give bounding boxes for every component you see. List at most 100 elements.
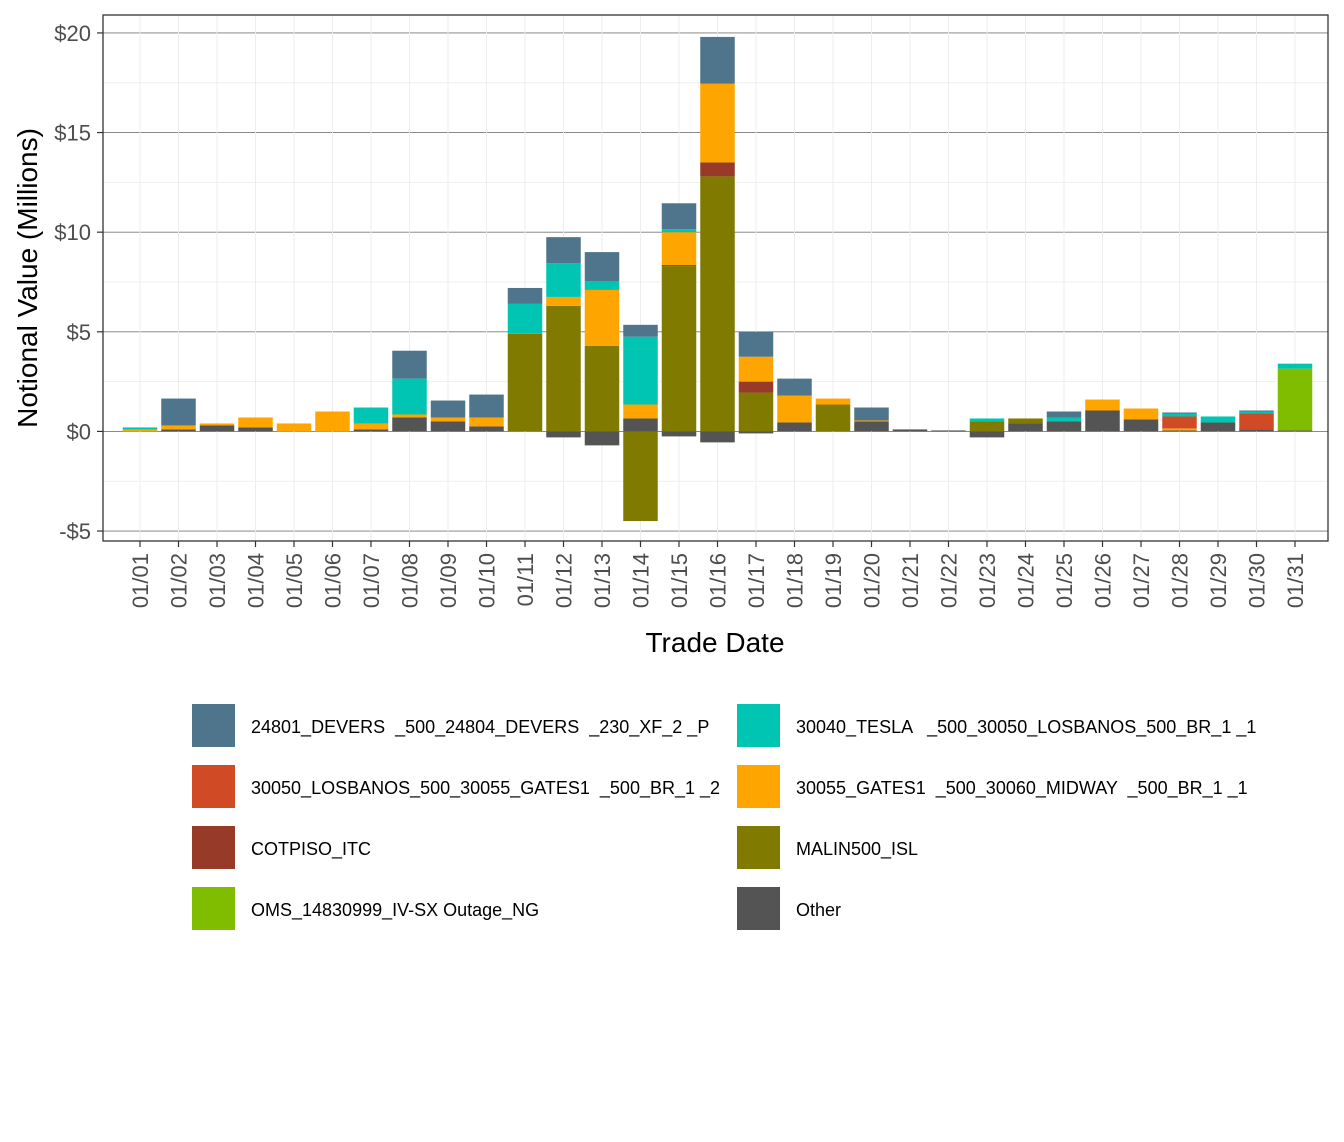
bar-segment <box>777 422 812 432</box>
legend-label: 30040_TESLA _500_30050_LOSBANOS_500_BR_1… <box>796 717 1256 738</box>
legend-label: 30055_GATES1 _500_30060_MIDWAY _500_BR_1… <box>796 778 1248 799</box>
bar-segment <box>584 252 620 281</box>
bar-segment <box>353 407 389 424</box>
bar-segment <box>584 280 620 290</box>
x-tick-label: 01/01 <box>128 553 153 608</box>
x-tick-label: 01/27 <box>1129 553 1154 608</box>
bar-segment <box>738 381 774 393</box>
bar-segment <box>546 305 581 432</box>
bar-segment <box>854 420 889 422</box>
bar-segment <box>1046 411 1082 418</box>
bar-segment <box>276 423 312 432</box>
x-tick-label: 01/28 <box>1168 553 1193 608</box>
bar-segment <box>584 345 620 432</box>
bar-segment <box>1200 416 1236 423</box>
bar-segment <box>661 431 697 437</box>
bar-segment <box>777 378 812 396</box>
bar-segment <box>507 303 543 334</box>
bar-segment <box>738 331 774 357</box>
x-tick-label: 01/08 <box>398 553 423 608</box>
bar-segment <box>661 265 697 267</box>
x-tick-label: 01/15 <box>667 553 692 608</box>
legend-key <box>192 887 235 930</box>
bar-segment <box>815 398 851 405</box>
bar-segment <box>777 395 812 423</box>
x-tick-label: 01/14 <box>629 553 654 608</box>
x-tick-label: 01/02 <box>167 553 192 608</box>
y-tick-label: $5 <box>67 320 91 345</box>
x-axis-title: Trade Date <box>645 627 784 658</box>
y-axis-title: Notional Value (Millions) <box>12 128 43 428</box>
x-tick-label: 01/12 <box>552 553 577 608</box>
bar-segment <box>1046 421 1082 432</box>
bar-segment <box>623 418 658 432</box>
bar-segment <box>1239 413 1274 430</box>
bar-segment <box>1008 423 1043 432</box>
bar-segment <box>507 287 543 304</box>
x-tick-label: 01/03 <box>205 553 230 608</box>
bar-segment <box>353 429 389 432</box>
bar-segment <box>546 431 581 438</box>
bar-segment <box>122 429 158 432</box>
y-axis: -$5 $0 $5 $10 $15 $20 <box>54 21 103 544</box>
bar-segment <box>1162 413 1197 417</box>
legend: 24801_DEVERS _500_24804_DEVERS _230_XF_2… <box>192 704 1256 930</box>
legend-label: MALIN500_ISL <box>796 839 918 860</box>
bar-segment <box>1277 363 1313 369</box>
bar-segment <box>1008 418 1043 424</box>
bar-segment <box>1123 408 1159 420</box>
bar-segment <box>469 394 504 418</box>
bar-segment <box>584 289 620 346</box>
legend-label: COTPISO_ITC <box>251 839 371 860</box>
bar-segment <box>854 421 889 432</box>
x-tick-label: 01/16 <box>706 553 731 608</box>
x-tick-label: 01/29 <box>1206 553 1231 608</box>
x-axis: 01/01 01/02 01/03 01/04 01/05 01/06 01/07 01/08… <box>128 541 1308 608</box>
bar-segment <box>507 333 543 432</box>
bar-segment <box>238 427 273 432</box>
legend-label: Other <box>796 900 841 920</box>
x-tick-label: 01/07 <box>359 553 384 608</box>
bar-segment <box>969 431 1005 438</box>
bar-segment <box>623 336 658 405</box>
bar-segment <box>546 263 581 297</box>
bar-segment <box>122 427 158 430</box>
bar-segment <box>238 417 273 428</box>
y-tick-label: -$5 <box>59 519 91 544</box>
x-tick-label: 01/11 <box>513 553 538 606</box>
legend-key <box>737 765 780 808</box>
bar-segment <box>469 426 504 432</box>
bar-segment <box>161 398 196 426</box>
x-tick-label: 01/31 <box>1283 553 1308 608</box>
x-tick-label: 01/21 <box>898 553 923 608</box>
bar-segment <box>1123 419 1159 432</box>
bar-segment <box>623 324 658 337</box>
bar-segment <box>1162 416 1197 429</box>
legend-label: 30050_LOSBANOS_500_30055_GATES1 _500_BR_… <box>251 778 720 799</box>
plot-panel-border <box>102 14 1329 542</box>
bar-segment <box>392 350 427 379</box>
x-tick-label: 01/09 <box>436 553 461 608</box>
bar-segment <box>199 423 235 426</box>
bar-segment <box>430 400 466 418</box>
x-tick-label: 01/18 <box>783 553 808 608</box>
x-tick-label: 01/24 <box>1014 553 1039 608</box>
x-tick-label: 01/06 <box>321 553 346 608</box>
bar-segment <box>392 417 427 432</box>
bar-segment <box>623 431 658 522</box>
bar-segment <box>199 425 235 432</box>
bar-segment <box>315 411 350 432</box>
bar-segment <box>892 429 928 432</box>
x-tick-label: 01/13 <box>590 553 615 608</box>
bar-segment <box>1239 411 1274 414</box>
bar-segment <box>738 431 774 434</box>
bar-segment <box>700 83 735 163</box>
bar-segment <box>738 356 774 382</box>
y-tick-label: $0 <box>67 419 91 444</box>
x-tick-label: 01/26 <box>1091 553 1116 608</box>
bar-segment <box>1277 430 1313 432</box>
x-tick-label: 01/05 <box>282 553 307 608</box>
legend-key <box>737 887 780 930</box>
bar-segment <box>661 266 697 432</box>
